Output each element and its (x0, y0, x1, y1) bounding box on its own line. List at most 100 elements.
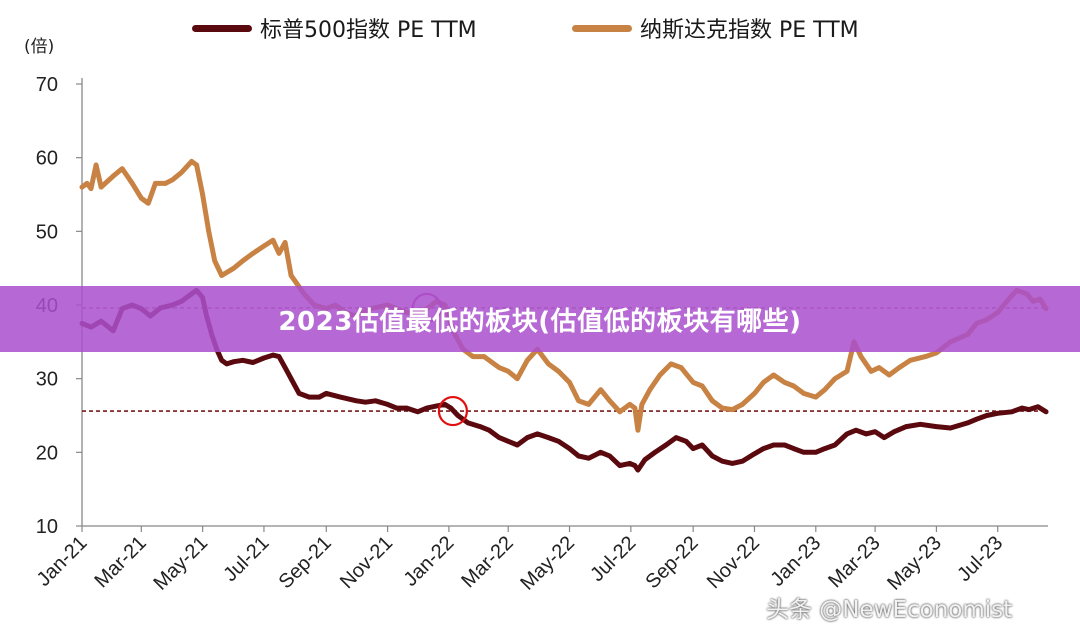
series-point-nasdaq (567, 380, 572, 385)
series-point-sp500 (505, 439, 511, 444)
series-point-nasdaq (752, 391, 757, 396)
x-tick-label: Mar-22 (457, 532, 517, 592)
x-tick-label: Sep-21 (275, 532, 336, 593)
series-point-sp500 (918, 422, 923, 427)
series-point-sp500 (448, 405, 454, 411)
series-point-sp500 (881, 435, 887, 440)
series-point-sp500 (496, 435, 502, 440)
series-point-nasdaq (170, 177, 175, 183)
series-point-nasdaq (163, 181, 168, 186)
series-point-sp500 (576, 453, 581, 459)
series-point-nasdaq (632, 405, 638, 411)
series-point-sp500 (652, 450, 658, 455)
series-point-sp500 (1043, 409, 1049, 415)
series-point-sp500 (525, 435, 530, 440)
series-point-sp500 (224, 361, 229, 367)
series-point-nasdaq (617, 409, 623, 415)
y-tick-label: 20 (36, 442, 58, 464)
series-point-sp500 (1009, 409, 1015, 415)
series-point-nasdaq (923, 354, 928, 359)
series-point-nasdaq (699, 383, 705, 389)
series-point-sp500 (240, 358, 246, 363)
series-point-nasdaq (153, 181, 158, 186)
title-banner: 2023估值最低的板块(估值低的板块有哪些) (0, 286, 1080, 352)
series-point-sp500 (813, 450, 819, 455)
series-point-nasdaq (639, 402, 645, 407)
series-point-sp500 (296, 391, 302, 396)
series-point-nasdaq (782, 380, 787, 385)
series-point-sp500 (934, 424, 939, 429)
series-point-sp500 (984, 413, 989, 418)
series-point-nasdaq (730, 407, 735, 412)
series-point-sp500 (822, 446, 828, 451)
series-point-sp500 (761, 446, 766, 451)
series-point-nasdaq (470, 354, 476, 359)
x-tick-label: May-23 (883, 532, 946, 595)
series-point-nasdaq (525, 358, 530, 363)
series-point-nasdaq (690, 380, 696, 385)
legend-swatch-nasdaq (572, 24, 632, 32)
y-tick-label: 70 (36, 74, 58, 96)
series-point-sp500 (627, 461, 633, 466)
x-tick-label: Jul-23 (953, 532, 1007, 586)
series-point-nasdaq (79, 184, 85, 190)
series-point-nasdaq (740, 402, 745, 407)
series-point-sp500 (219, 358, 224, 363)
series-point-nasdaq (896, 365, 902, 370)
series-point-sp500 (231, 359, 237, 365)
legend-swatch-sp500 (192, 24, 252, 32)
series-point-nasdaq (200, 192, 205, 197)
series-point-sp500 (782, 442, 787, 448)
series-point-sp500 (683, 439, 689, 444)
series-point-sp500 (363, 399, 368, 405)
series-point-sp500 (801, 450, 806, 455)
series-point-nasdaq (240, 258, 246, 264)
series-point-sp500 (863, 431, 869, 437)
series-point-sp500 (404, 405, 410, 411)
series-point-sp500 (442, 402, 448, 407)
series-point-nasdaq (908, 358, 913, 363)
series-point-nasdaq (678, 365, 684, 370)
y-tick-label: 30 (36, 369, 58, 391)
series-point-sp500 (607, 453, 612, 459)
series-point-nasdaq (231, 265, 237, 271)
series-point-sp500 (663, 442, 669, 448)
series-point-sp500 (535, 431, 540, 437)
series-point-sp500 (699, 442, 705, 448)
x-tick-label: Jul-22 (586, 532, 640, 586)
series-point-sp500 (844, 431, 850, 437)
series-point-sp500 (635, 467, 641, 473)
y-tick-label: 50 (36, 221, 58, 243)
series-point-sp500 (632, 463, 638, 468)
series-point-sp500 (556, 439, 561, 444)
series-point-sp500 (306, 394, 312, 400)
x-tick-label: Jan-23 (767, 532, 826, 591)
series-point-sp500 (546, 435, 551, 440)
series-point-sp500 (465, 420, 471, 426)
series-point-sp500 (752, 451, 757, 457)
series-point-sp500 (598, 450, 603, 455)
series-point-sp500 (586, 455, 591, 461)
series-point-nasdaq (813, 394, 819, 400)
series-point-nasdaq (761, 380, 766, 385)
series-point-sp500 (486, 427, 492, 433)
series-point-sp500 (995, 411, 1000, 416)
watermark-text: 头条 @NewEconomist (766, 597, 1013, 623)
series-point-nasdaq (576, 398, 581, 404)
series-point-nasdaq (505, 369, 511, 374)
series-point-sp500 (872, 429, 878, 435)
series-point-nasdaq (261, 243, 267, 249)
x-tick-label: Jul-21 (219, 532, 273, 586)
series-point-sp500 (415, 409, 421, 415)
series-point-nasdaq (627, 402, 633, 407)
series-point-sp500 (904, 424, 909, 429)
series-point-sp500 (261, 355, 267, 361)
series-point-nasdaq (139, 195, 144, 201)
series-point-sp500 (740, 458, 745, 464)
series-point-sp500 (455, 413, 461, 418)
y-tick-label: 10 (36, 516, 58, 538)
series-point-sp500 (974, 416, 979, 422)
series-point-sp500 (316, 394, 322, 400)
series-point-sp500 (434, 403, 440, 409)
